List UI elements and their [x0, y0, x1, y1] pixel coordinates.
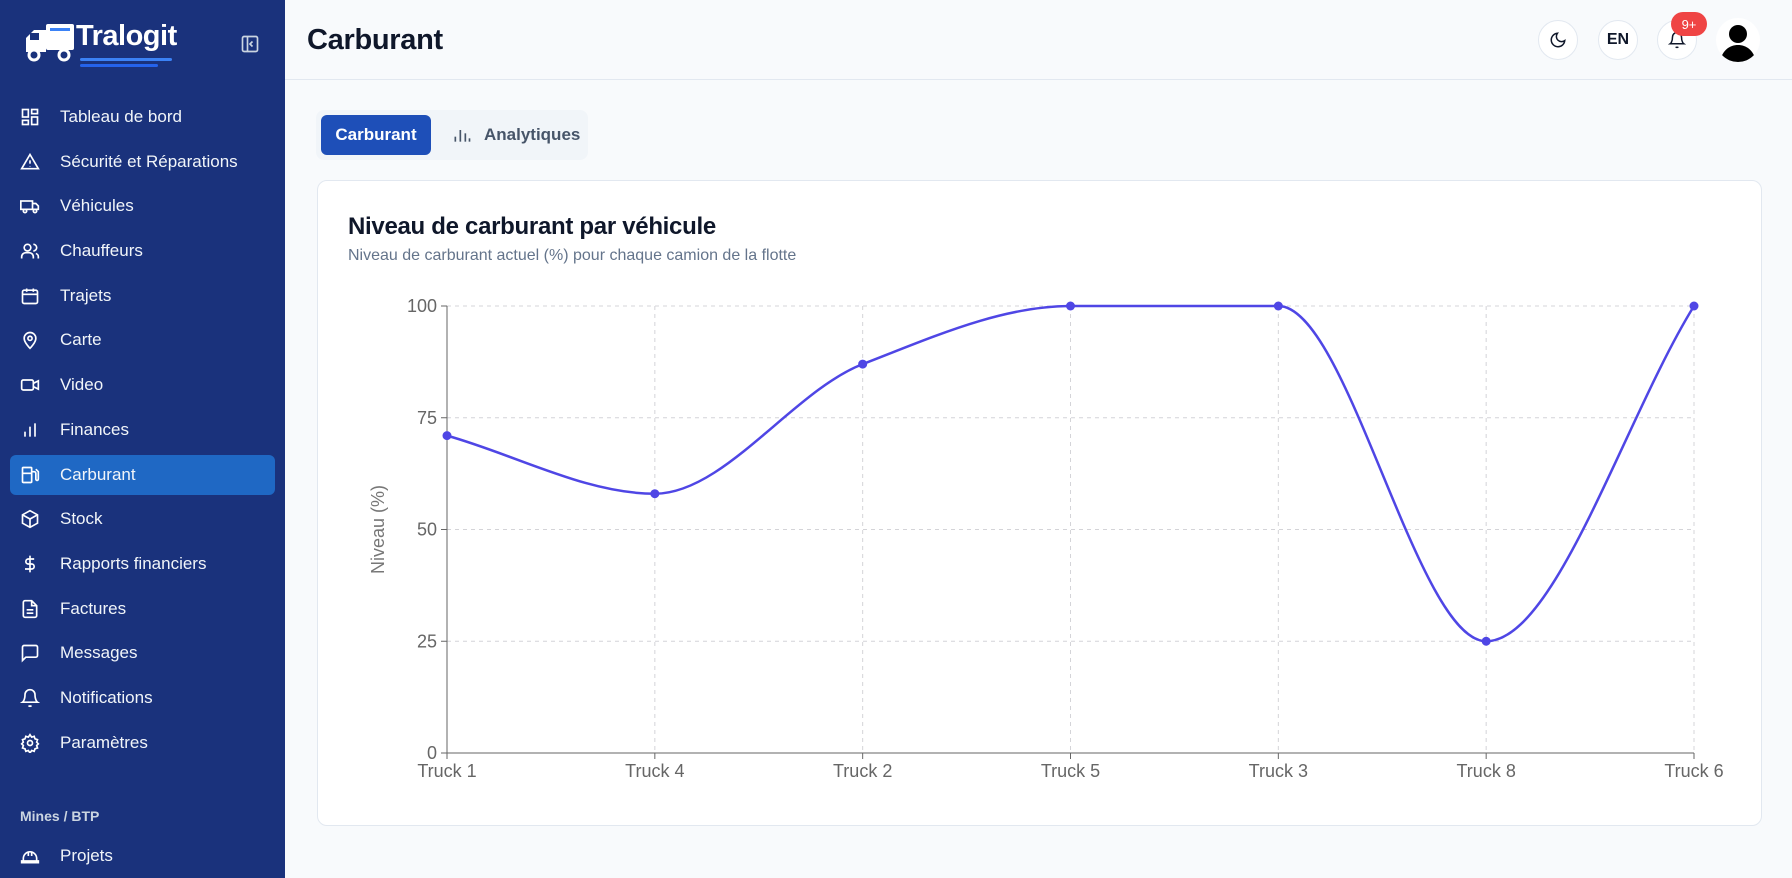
sidebar-item-label: Stock	[60, 509, 103, 529]
brand-underline	[80, 58, 172, 61]
sidebar-item-label: Paramètres	[60, 732, 148, 752]
y-tick-label: 25	[417, 631, 437, 651]
sidebar-item-finances[interactable]: Finances	[10, 410, 275, 450]
truck-icon	[20, 196, 40, 216]
sidebar-item-carte[interactable]: Carte	[10, 320, 275, 360]
bar-chart-icon	[20, 420, 40, 440]
sidebar-item-rapports-financiers[interactable]: Rapports financiers	[10, 544, 275, 584]
user-avatar[interactable]	[1716, 18, 1760, 62]
sidebar-section-nav: Projets	[10, 836, 275, 878]
bar-chart-icon	[452, 125, 472, 145]
y-axis-label: Niveau (%)	[368, 485, 388, 574]
sidebar-item-messages[interactable]: Messages	[10, 633, 275, 673]
y-tick-label: 100	[407, 296, 437, 316]
sidebar-item-trajets[interactable]: Trajets	[10, 276, 275, 316]
map-pin-icon	[20, 330, 40, 350]
brand-name: Tralogit	[76, 20, 177, 52]
sidebar-item-tableau-de-bord[interactable]: Tableau de bord	[10, 97, 275, 137]
view-tabs: Carburant Analytiques	[316, 110, 588, 160]
tab-carburant[interactable]: Carburant	[321, 115, 431, 155]
x-tick-label: Truck 3	[1249, 761, 1308, 781]
data-point	[442, 431, 452, 441]
sidebar-item-video[interactable]: Video	[10, 365, 275, 405]
x-tick-label: Truck 8	[1456, 761, 1515, 781]
bell-icon	[20, 688, 40, 708]
sidebar-item-factures[interactable]: Factures	[10, 589, 275, 629]
data-point	[1273, 301, 1283, 311]
sidebar-item-carburant[interactable]: Carburant	[10, 454, 275, 495]
brand-logo[interactable]: Tralogit	[24, 18, 184, 68]
sidebar-item-parametres[interactable]: Paramètres	[10, 723, 275, 763]
y-tick-label: 0	[427, 743, 437, 763]
sidebar-item-label: Video	[60, 375, 104, 395]
moon-icon	[1550, 32, 1566, 48]
y-tick-label: 50	[417, 520, 437, 540]
package-icon	[20, 509, 40, 529]
sidebar-item-label: Véhicules	[60, 196, 134, 216]
card-subtitle: Niveau de carburant actuel (%) pour chaq…	[348, 247, 797, 264]
sidebar-item-label: Chauffeurs	[60, 241, 143, 261]
language-button[interactable]: EN	[1598, 20, 1638, 60]
data-point	[1481, 636, 1491, 646]
sidebar-item-label: Factures	[60, 598, 127, 618]
data-point	[650, 489, 660, 499]
x-tick-label: Truck 2	[833, 761, 892, 781]
collapse-sidebar-button[interactable]	[240, 34, 260, 54]
sidebar-nav: Tableau de bord Sécurité et Réparations …	[10, 97, 275, 767]
sidebar-item-chauffeurs[interactable]: Chauffeurs	[10, 231, 275, 271]
sidebar-item-notifications[interactable]: Notifications	[10, 678, 275, 718]
sidebar-item-label: Trajets	[60, 285, 112, 305]
y-tick-label: 75	[417, 408, 437, 428]
file-text-icon	[20, 599, 40, 619]
sidebar-item-label: Tableau de bord	[60, 107, 182, 126]
warning-icon	[20, 152, 40, 172]
card-title: Niveau de carburant par véhicule	[348, 213, 716, 240]
sidebar-item-label: Sécurité et Réparations	[60, 151, 238, 171]
tab-label: Analytiques	[484, 125, 581, 144]
settings-icon	[20, 732, 40, 753]
data-point	[1689, 301, 1699, 311]
data-point	[858, 359, 868, 369]
truck-logo-icon	[26, 24, 74, 62]
sidebar-item-label: Messages	[60, 643, 138, 663]
user-silhouette-icon	[1720, 25, 1756, 62]
panel-left-icon	[241, 35, 259, 53]
sidebar-item-label: Carte	[60, 330, 102, 350]
notification-badge: 9+	[1671, 12, 1707, 36]
sidebar-item-label: Carburant	[60, 464, 136, 484]
tab-analytiques[interactable]: Analytiques	[444, 115, 582, 155]
dollar-icon	[20, 554, 40, 574]
fuel-level-chart: 0 25 50 75 100 Truck 1 Truck 4 Truck 2 Truck 5 Tr…	[368, 296, 1724, 781]
sidebar-item-label: Finances	[60, 419, 129, 439]
data-point	[1066, 301, 1075, 311]
x-tick-label: Truck 5	[1041, 761, 1100, 781]
sidebar-item-label: Projets	[60, 846, 113, 865]
calendar-icon	[20, 286, 40, 306]
page-title: Carburant	[307, 24, 443, 56]
sidebar-item-label: Notifications	[60, 687, 153, 707]
sidebar-item-securite[interactable]: Sécurité et Réparations	[10, 142, 275, 182]
fuel-chart-card: Niveau de carburant par véhicule Niveau …	[317, 180, 1762, 826]
message-icon	[20, 643, 40, 663]
dashboard-icon	[20, 107, 40, 127]
series-line	[446, 304, 1696, 643]
hard-hat-icon	[20, 846, 40, 866]
theme-toggle-button[interactable]	[1538, 20, 1578, 60]
x-tick-label: Truck 1	[417, 761, 476, 781]
users-icon	[20, 241, 40, 261]
video-icon	[20, 375, 40, 395]
sidebar-section-label: Mines / BTP	[20, 808, 100, 824]
sidebar-item-vehicules[interactable]: Véhicules	[10, 186, 275, 226]
x-tick-label: Truck 4	[625, 761, 684, 781]
sidebar: Tralogit Tableau de bord Sécurité et Rép…	[0, 0, 285, 878]
sidebar-item-projets[interactable]: Projets	[10, 836, 275, 876]
brand-underline	[80, 64, 158, 67]
x-tick-label: Truck 6	[1664, 761, 1723, 781]
sidebar-item-stock[interactable]: Stock	[10, 499, 275, 539]
sidebar-item-label: Rapports financiers	[60, 553, 207, 573]
fuel-icon	[20, 465, 40, 485]
